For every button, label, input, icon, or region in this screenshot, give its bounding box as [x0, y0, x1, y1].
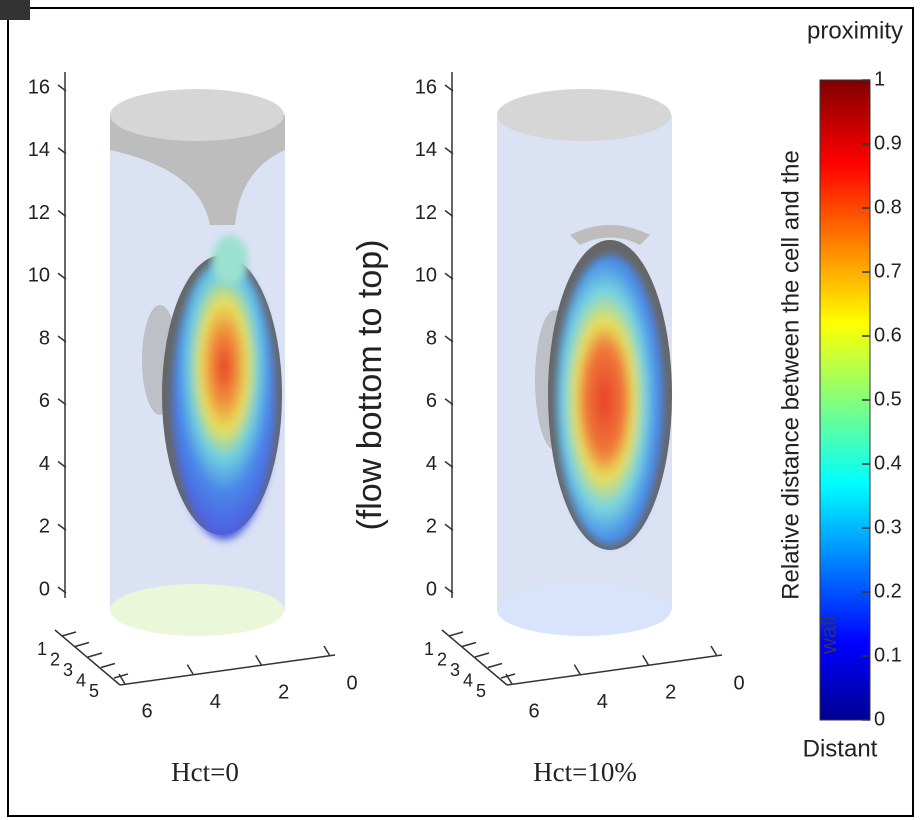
z-tick-label: 16 [415, 76, 437, 98]
z-tick-label: 4 [426, 453, 437, 475]
y-tick-label: 1 [37, 639, 47, 659]
z-tick [57, 586, 67, 594]
x-tick-label: 4 [597, 691, 608, 713]
y-tick [100, 662, 116, 669]
y-tick-label: 5 [89, 681, 99, 701]
z-tick-label: 10 [415, 265, 437, 287]
z-tick [57, 335, 67, 343]
y-tick [113, 673, 129, 679]
z-tick [57, 272, 67, 280]
z-tick [444, 398, 454, 406]
panel-label: Hct=10% [533, 757, 637, 787]
cylinder-left [110, 89, 285, 636]
x-tick [642, 654, 650, 666]
z-tick [57, 147, 67, 155]
z-tick-label: 6 [39, 390, 50, 412]
x-tick [186, 664, 194, 676]
x-tick [323, 645, 331, 657]
x-tick-label: 6 [141, 700, 152, 722]
y-tick [448, 631, 464, 637]
colorbar-tick-label: 0.2 [874, 580, 902, 602]
z-tick [444, 586, 454, 594]
y-tick-label: 1 [424, 639, 434, 659]
colorbar-bottom-label: Distant [803, 735, 878, 762]
z-tick [444, 84, 454, 92]
z-tick [444, 523, 454, 531]
colorbar-tick-label: 0.3 [874, 516, 902, 538]
y-tick-label: 3 [63, 660, 73, 680]
colorbar-tick-label: 0.4 [874, 452, 902, 474]
x-tick-label: 0 [346, 672, 357, 694]
x-tick [573, 664, 581, 676]
corner [0, 0, 30, 20]
z-tick-label: 6 [426, 390, 437, 412]
x-tick-label: 2 [278, 682, 289, 704]
y-tick-label: 4 [76, 670, 86, 690]
y-tick [487, 662, 503, 669]
colorbar-tick-label: 1 [874, 68, 885, 90]
cylinder-right [497, 89, 672, 636]
z-tick-label: 12 [415, 202, 437, 224]
y-tick [461, 641, 477, 648]
y-tick [74, 641, 90, 648]
y-tick-label: 5 [476, 681, 486, 701]
y-tick-label: 3 [450, 660, 460, 680]
y-tick [61, 631, 77, 637]
z-tick [57, 523, 67, 531]
panel-label: Hct=0 [171, 757, 239, 787]
x-tick-label: 6 [528, 700, 539, 722]
colorbar-tick-label: 0.9 [874, 132, 902, 154]
z-tick [444, 335, 454, 343]
x-tick-label: 0 [733, 672, 744, 694]
y-tick-label: 2 [50, 649, 60, 669]
z-tick [57, 460, 67, 469]
colorbar-tick-label: 0.8 [874, 196, 902, 218]
colorbar-wall-label: wall [816, 616, 841, 655]
colorbar [819, 79, 871, 721]
z-tick-label: 2 [426, 516, 437, 538]
z-tick [444, 272, 454, 280]
colorbar-title: Relative distance between the cell and t… [777, 150, 804, 600]
y-axis [54, 629, 121, 686]
z-tick [444, 209, 454, 218]
z-tick-label: 10 [28, 265, 50, 287]
z-tick-label: 4 [39, 453, 50, 475]
z-tick [57, 398, 67, 406]
z-tick [57, 84, 67, 92]
colorbar-tick-label: 0.7 [874, 260, 902, 282]
z-tick-label: 14 [28, 139, 50, 161]
colorbar-tick-label: 0.6 [874, 324, 902, 346]
z-tick-label: 8 [426, 327, 437, 349]
x-tick-label: 4 [210, 691, 221, 713]
colorbar-tick-label: 0 [874, 708, 885, 730]
y-axis [441, 629, 508, 686]
x-tick-label: 2 [665, 682, 676, 704]
z-tick [444, 460, 454, 469]
side-label: (flow bottom to top) [351, 239, 389, 530]
colorbar-top-label: proximity [807, 17, 903, 44]
colorbar-tick-label: 0.1 [874, 644, 902, 666]
z-tick-label: 14 [415, 139, 437, 161]
y-tick [474, 652, 490, 658]
z-tick-label: 12 [28, 202, 50, 224]
z-tick [57, 209, 67, 218]
x-axis [119, 654, 336, 686]
y-tick-label: 2 [437, 649, 447, 669]
z-tick-label: 0 [426, 578, 437, 600]
y-tick [87, 652, 103, 658]
z-tick-label: 0 [39, 578, 50, 600]
z-tick-label: 8 [39, 327, 50, 349]
y-tick-label: 4 [463, 670, 473, 690]
z-tick-label: 2 [39, 516, 50, 538]
x-axis [506, 654, 723, 686]
z-tick-label: 16 [28, 76, 50, 98]
colorbar-tick-label: 0.5 [874, 388, 902, 410]
y-tick [500, 673, 516, 679]
x-tick [710, 645, 718, 657]
z-tick [444, 147, 454, 155]
x-tick [255, 654, 263, 666]
